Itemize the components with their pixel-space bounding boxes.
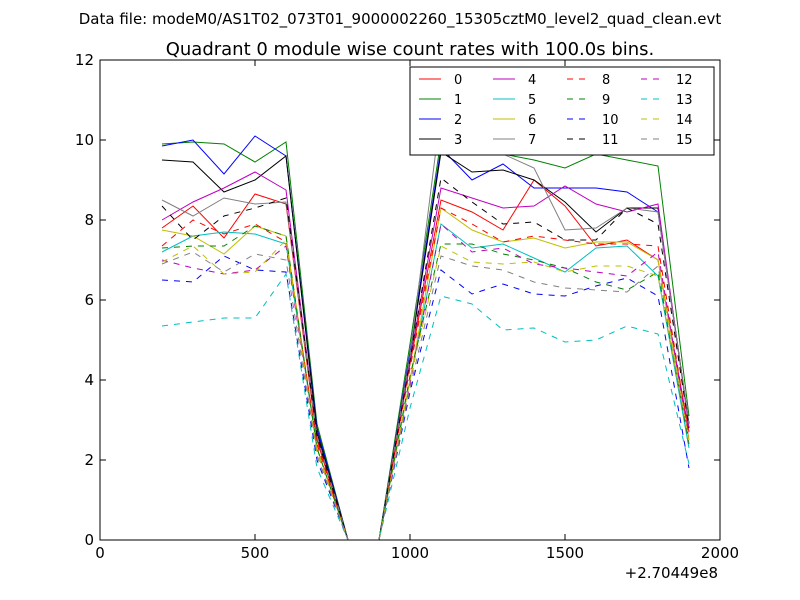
- series-line-14: [161, 238, 690, 541]
- x-tick-label: 0: [95, 544, 105, 562]
- legend-label-14: 14: [676, 113, 693, 128]
- x-tick-label: 2000: [701, 544, 739, 562]
- series-line-4: [161, 171, 690, 541]
- legend-label-5: 5: [528, 93, 536, 108]
- series-line-8: [161, 207, 690, 541]
- y-tick-label: 12: [75, 51, 94, 69]
- series-line-12: [161, 223, 690, 541]
- legend-label-4: 4: [528, 73, 536, 88]
- y-tick-label: 8: [84, 211, 94, 229]
- series-line-9: [161, 225, 690, 541]
- legend-label-6: 6: [528, 113, 536, 128]
- legend-label-8: 8: [602, 73, 610, 88]
- series-line-2: [161, 135, 690, 541]
- legend-label-10: 10: [602, 113, 619, 128]
- y-tick-label: 4: [84, 371, 94, 389]
- series-line-6: [161, 207, 690, 541]
- legend-label-3: 3: [454, 133, 462, 148]
- legend-label-12: 12: [676, 73, 693, 88]
- legend-label-0: 0: [454, 73, 462, 88]
- series-line-3: [161, 151, 690, 541]
- suptitle: Data file: modeM0/AS1T02_073T01_90000022…: [79, 10, 722, 29]
- chart-title: Quadrant 0 module wise count rates with …: [166, 39, 655, 60]
- legend-label-13: 13: [676, 93, 693, 108]
- x-offset-label: +2.70449e8: [625, 564, 718, 582]
- y-tick-label: 2: [84, 451, 94, 469]
- series-lines: [161, 108, 690, 541]
- legend-label-7: 7: [528, 133, 536, 148]
- series-line-15: [161, 251, 690, 541]
- series-line-0: [161, 179, 690, 541]
- y-tick-label: 10: [75, 131, 94, 149]
- legend-label-9: 9: [602, 93, 610, 108]
- y-tick-label: 0: [84, 531, 94, 549]
- series-line-7: [161, 108, 690, 541]
- legend-label-11: 11: [602, 133, 619, 148]
- series-line-11: [161, 177, 690, 541]
- series-line-10: [161, 255, 690, 541]
- x-tick-label: 1000: [391, 544, 429, 562]
- legend-label-15: 15: [676, 133, 693, 148]
- series-line-13: [161, 272, 690, 541]
- y-tick-label: 6: [84, 291, 94, 309]
- x-tick-label: 1500: [546, 544, 584, 562]
- legend-label-2: 2: [454, 113, 462, 128]
- legend-label-1: 1: [454, 93, 462, 108]
- legend-box: [409, 66, 715, 156]
- series-line-1: [161, 139, 690, 541]
- x-tick-label: 500: [241, 544, 270, 562]
